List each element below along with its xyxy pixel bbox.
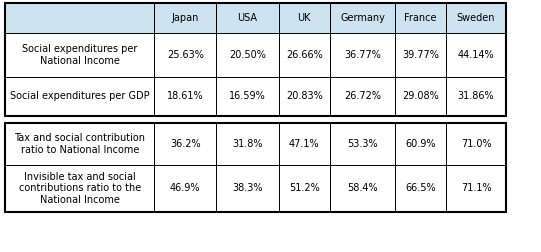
- Bar: [5, 3, 506, 116]
- Text: 36.77%: 36.77%: [344, 50, 381, 60]
- Text: 47.1%: 47.1%: [289, 139, 320, 149]
- Text: 53.3%: 53.3%: [347, 139, 378, 149]
- Text: 51.2%: 51.2%: [289, 183, 320, 193]
- Text: UK: UK: [298, 13, 311, 23]
- Bar: [154, 77, 216, 116]
- Bar: [330, 33, 395, 77]
- Text: 58.4%: 58.4%: [347, 183, 378, 193]
- Bar: [279, 33, 330, 77]
- Text: 71.0%: 71.0%: [461, 139, 491, 149]
- Bar: [395, 3, 446, 33]
- Bar: [216, 123, 279, 165]
- Text: 31.86%: 31.86%: [458, 91, 494, 101]
- Bar: [279, 77, 330, 116]
- Text: Japan: Japan: [171, 13, 199, 23]
- Bar: [330, 3, 395, 33]
- Bar: [154, 33, 216, 77]
- Text: 26.66%: 26.66%: [286, 50, 322, 60]
- Bar: [216, 3, 279, 33]
- Bar: [330, 165, 395, 212]
- Text: Sweden: Sweden: [457, 13, 496, 23]
- Text: 16.59%: 16.59%: [229, 91, 266, 101]
- Bar: [5, 77, 154, 116]
- Text: 66.5%: 66.5%: [405, 183, 436, 193]
- Bar: [5, 165, 154, 212]
- Bar: [216, 165, 279, 212]
- Text: Invisible tax and social
contributions ratio to the
National Income: Invisible tax and social contributions r…: [19, 172, 141, 205]
- Bar: [5, 123, 506, 212]
- Bar: [446, 123, 506, 165]
- Text: 20.83%: 20.83%: [286, 91, 322, 101]
- Text: 20.50%: 20.50%: [229, 50, 266, 60]
- Bar: [279, 123, 330, 165]
- Text: 39.77%: 39.77%: [402, 50, 439, 60]
- Bar: [446, 3, 506, 33]
- Bar: [154, 165, 216, 212]
- Text: 44.14%: 44.14%: [458, 50, 494, 60]
- Text: Germany: Germany: [340, 13, 385, 23]
- Bar: [216, 77, 279, 116]
- Bar: [279, 3, 330, 33]
- Text: 46.9%: 46.9%: [170, 183, 201, 193]
- Text: Social expenditures per GDP: Social expenditures per GDP: [10, 91, 150, 101]
- Text: France: France: [404, 13, 437, 23]
- Bar: [5, 33, 154, 77]
- Text: 71.1%: 71.1%: [461, 183, 491, 193]
- Bar: [5, 123, 154, 165]
- Bar: [279, 165, 330, 212]
- Bar: [395, 77, 446, 116]
- Text: USA: USA: [237, 13, 258, 23]
- Bar: [216, 33, 279, 77]
- Bar: [446, 165, 506, 212]
- Bar: [330, 77, 395, 116]
- Bar: [154, 3, 216, 33]
- Text: 38.3%: 38.3%: [232, 183, 263, 193]
- Bar: [446, 33, 506, 77]
- Text: 60.9%: 60.9%: [405, 139, 436, 149]
- Text: 36.2%: 36.2%: [170, 139, 201, 149]
- Bar: [395, 33, 446, 77]
- Bar: [154, 123, 216, 165]
- Text: 31.8%: 31.8%: [232, 139, 263, 149]
- Text: Tax and social contribution
ratio to National Income: Tax and social contribution ratio to Nat…: [14, 134, 146, 155]
- Text: Social expenditures per
National Income: Social expenditures per National Income: [22, 44, 137, 66]
- Bar: [395, 123, 446, 165]
- Text: 25.63%: 25.63%: [167, 50, 204, 60]
- Text: 18.61%: 18.61%: [167, 91, 203, 101]
- Text: 29.08%: 29.08%: [403, 91, 439, 101]
- Bar: [446, 77, 506, 116]
- Bar: [5, 3, 154, 33]
- Bar: [395, 165, 446, 212]
- Bar: [330, 123, 395, 165]
- Text: 26.72%: 26.72%: [344, 91, 381, 101]
